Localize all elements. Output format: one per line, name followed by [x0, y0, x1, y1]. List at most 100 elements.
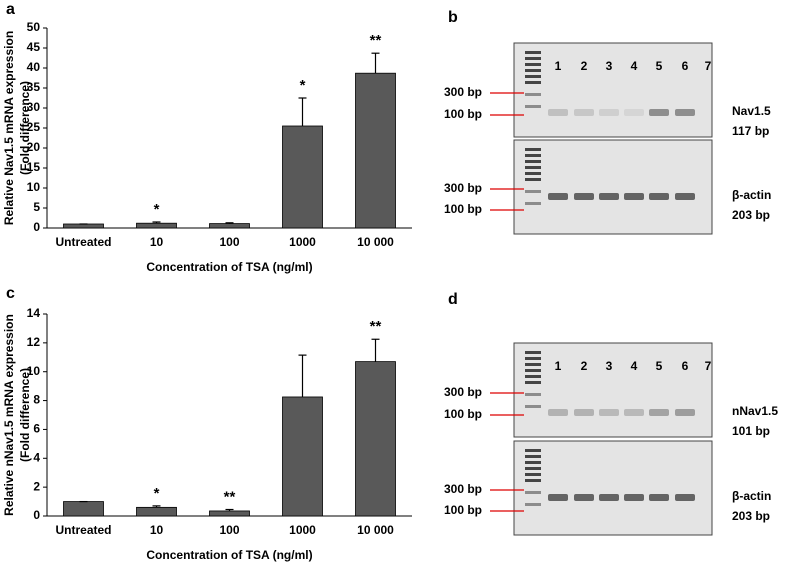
band	[624, 109, 644, 116]
x-axis-title: Concentration of TSA (ng/ml)	[146, 548, 312, 562]
x-tick-label: 10 000	[357, 523, 394, 537]
lane-label: 7	[705, 359, 712, 373]
lane-label: 6	[682, 359, 689, 373]
y-tick-label: 8	[33, 393, 40, 407]
band	[548, 494, 568, 501]
ladder-band	[525, 69, 541, 72]
x-tick-label: Untreated	[55, 235, 111, 249]
band	[675, 409, 695, 416]
band	[624, 193, 644, 200]
marker-label: 300 bp	[444, 85, 482, 99]
ladder-band	[525, 154, 541, 157]
ladder-band	[525, 105, 541, 108]
band	[548, 109, 568, 116]
x-tick-label: 100	[219, 523, 239, 537]
y-tick-label: 10	[27, 180, 41, 194]
band-label: nNav1.5	[732, 404, 778, 418]
band	[624, 409, 644, 416]
panel-label: a	[6, 1, 15, 18]
band-label: Nav1.5	[732, 104, 771, 118]
y-tick-label: 12	[27, 335, 41, 349]
y-tick-label: 14	[27, 306, 41, 320]
ladder-band	[525, 375, 541, 378]
ladder-band	[525, 166, 541, 169]
band	[574, 193, 594, 200]
panel-label: c	[6, 285, 15, 302]
band	[599, 109, 619, 116]
y-axis-title: Relative nNav1.5 mRNA expression	[2, 314, 16, 516]
band	[548, 193, 568, 200]
ladder-band	[525, 202, 541, 205]
bar	[63, 223, 104, 229]
lane-label: 4	[631, 59, 638, 73]
ladder-band	[525, 93, 541, 96]
band	[624, 494, 644, 501]
y-axis-title: Relative Nav1.5 mRNA expression	[2, 31, 16, 225]
band	[649, 409, 669, 416]
gel	[513, 42, 713, 138]
bar	[136, 506, 177, 517]
band	[548, 409, 568, 416]
ladder-band	[525, 81, 541, 84]
band-label: 203 bp	[732, 208, 770, 222]
y-tick-label: 5	[33, 200, 40, 214]
band	[574, 494, 594, 501]
x-tick-label: 1000	[289, 523, 316, 537]
ladder-band	[525, 503, 541, 506]
band	[599, 193, 619, 200]
significance-label: **	[370, 32, 382, 49]
x-tick-label: 100	[219, 235, 239, 249]
bar	[209, 510, 250, 517]
ladder-band	[525, 479, 541, 482]
bar	[355, 72, 396, 229]
y-tick-label: 45	[27, 40, 41, 54]
ladder-band	[525, 57, 541, 60]
band	[599, 494, 619, 501]
lane-label: 1	[555, 359, 562, 373]
band	[599, 409, 619, 416]
band-label: 203 bp	[732, 509, 770, 523]
panel-label: b	[448, 9, 458, 26]
x-axis-title: Concentration of TSA (ng/ml)	[146, 260, 312, 274]
significance-label: **	[224, 488, 236, 505]
lane-label: 3	[606, 359, 613, 373]
panel-label: d	[448, 291, 458, 308]
x-tick-label: Untreated	[55, 523, 111, 537]
marker-label: 100 bp	[444, 107, 482, 121]
significance-label: **	[370, 318, 382, 335]
gel	[513, 139, 713, 235]
y-tick-label: 40	[27, 60, 41, 74]
band	[675, 193, 695, 200]
x-tick-label: 1000	[289, 235, 316, 249]
gel	[513, 440, 713, 536]
bar	[209, 223, 250, 229]
lane-label: 2	[581, 359, 588, 373]
bar	[355, 361, 396, 517]
ladder-band	[525, 369, 541, 372]
marker-label: 100 bp	[444, 202, 482, 216]
y-tick-label: 0	[33, 220, 40, 234]
marker-label: 100 bp	[444, 407, 482, 421]
ladder-band	[525, 357, 541, 360]
lane-label: 5	[656, 59, 663, 73]
y-axis-title: (Fold difference)	[18, 81, 32, 175]
x-tick-label: 10	[150, 235, 164, 249]
marker-label: 100 bp	[444, 503, 482, 517]
band-label: β-actin	[732, 489, 771, 503]
band	[675, 494, 695, 501]
band-label: 117 bp	[732, 124, 769, 138]
y-tick-label: 15	[27, 160, 41, 174]
x-tick-label: 10 000	[357, 235, 394, 249]
lane-label: 7	[705, 59, 712, 73]
band	[649, 494, 669, 501]
ladder-band	[525, 148, 541, 151]
band-label: β-actin	[732, 188, 771, 202]
lane-label: 1	[555, 59, 562, 73]
marker-label: 300 bp	[444, 385, 482, 399]
y-tick-label: 4	[33, 450, 40, 464]
lane-label: 6	[682, 59, 689, 73]
significance-label: *	[154, 485, 160, 502]
y-tick-label: 6	[33, 422, 40, 436]
y-tick-label: 2	[33, 479, 40, 493]
bar	[282, 125, 323, 229]
